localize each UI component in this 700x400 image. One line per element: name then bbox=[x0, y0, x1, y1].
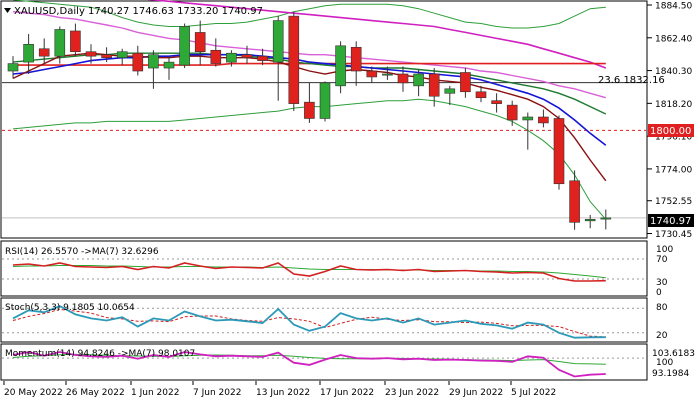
candle-body bbox=[491, 100, 502, 104]
rsi-label: RSI(14) 26.5570 ->MA(7) 32.6296 bbox=[5, 247, 159, 257]
time-tick-label: 13 Jun 2022 bbox=[256, 388, 310, 398]
time-tick-label: 29 Jun 2022 bbox=[449, 388, 503, 398]
current-price-badge-text: 1740.97 bbox=[650, 216, 691, 227]
momentum-lines bbox=[2, 351, 646, 378]
time-tick-label: 17 Jun 2022 bbox=[320, 388, 374, 398]
fib-label: 23.6 1832.16 bbox=[598, 75, 665, 86]
stoch-label: Stoch(5,3,3) 9.1805 10.0654 bbox=[5, 303, 135, 313]
candle-body bbox=[600, 217, 612, 220]
candle-body bbox=[335, 45, 346, 87]
rsi-lines bbox=[2, 258, 646, 282]
stoch-signal-line bbox=[12, 308, 606, 338]
time-tick-label: 23 Jun 2022 bbox=[385, 388, 439, 398]
rsi-tick-100: 100 bbox=[656, 245, 673, 255]
ohlc-readout: 1740.27 1746.63 1733.20 1740.97 bbox=[88, 6, 263, 17]
time-tick-label: 1 Jun 2022 bbox=[131, 388, 179, 398]
momentum-tick-high: 103.6183 bbox=[652, 349, 695, 359]
candle-body bbox=[366, 70, 378, 78]
stoch-lines bbox=[2, 305, 646, 339]
candle-body bbox=[163, 61, 175, 69]
ema-blue-line bbox=[12, 53, 607, 146]
time-axis: 20 May 2022 26 May 2022 1 Jun 2022 7 Jun 20… bbox=[3, 381, 556, 398]
candle-body bbox=[460, 72, 471, 93]
time-tick-label: 5 Jul 2022 bbox=[511, 388, 556, 398]
dropdown-triangle-icon[interactable] bbox=[4, 8, 11, 13]
candle-body bbox=[179, 26, 190, 66]
candle-body bbox=[23, 44, 34, 63]
candle-body bbox=[569, 180, 580, 223]
rsi-panel-frame bbox=[0, 240, 648, 297]
level-1800-badge-text: 1800.00 bbox=[650, 126, 691, 137]
ma-pink-line bbox=[12, 11, 606, 99]
candle-body bbox=[475, 91, 487, 99]
momentum-tick-100: 100 bbox=[656, 358, 673, 368]
momentum-panel-frame bbox=[0, 343, 648, 381]
stoch-tick-80: 80 bbox=[656, 303, 668, 313]
current-price-badge bbox=[648, 214, 694, 227]
stoch-panel-frame bbox=[0, 297, 648, 343]
candlesticks bbox=[7, 11, 612, 230]
symbol-title: XAUUSD,Daily bbox=[14, 6, 85, 17]
price-tick-label: 1796.10 bbox=[655, 133, 692, 143]
rsi-tick-70: 70 bbox=[656, 255, 668, 265]
bollinger-upper-line bbox=[12, 0, 606, 29]
price-tick-label: 1752.55 bbox=[655, 197, 692, 207]
price-tick-label: 1884.50 bbox=[655, 2, 692, 12]
time-tick-label: 20 May 2022 bbox=[4, 388, 63, 398]
candle-body bbox=[7, 63, 19, 72]
candle-body bbox=[241, 54, 253, 58]
stoch-main-line bbox=[12, 305, 606, 339]
candle-body bbox=[85, 51, 97, 57]
candle-body bbox=[553, 118, 565, 185]
candle-body bbox=[428, 73, 440, 97]
price-axis: 1884.50 1862.40 1840.30 1818.20 1796.10 1774.… bbox=[655, 2, 692, 241]
candle-body bbox=[397, 73, 409, 84]
candle-body bbox=[444, 88, 456, 94]
rsi-tick-30: 30 bbox=[656, 278, 668, 288]
candle-body bbox=[413, 73, 424, 87]
candle-body bbox=[257, 55, 268, 61]
candle-body bbox=[506, 104, 518, 121]
momentum-tick-low: 93.1984 bbox=[652, 369, 689, 379]
price-tick-label: 1774.00 bbox=[655, 165, 692, 175]
main-panel-frame bbox=[0, 0, 648, 239]
candle-body bbox=[350, 46, 362, 72]
stoch-tick-20: 20 bbox=[656, 331, 668, 341]
momentum-label: Momentum(14) 94.8246 ->MA(7) 98.0107 bbox=[5, 349, 195, 359]
candle-body bbox=[382, 73, 393, 76]
candle-body bbox=[116, 51, 128, 58]
candle-body bbox=[226, 52, 237, 63]
rsi-ma-line bbox=[12, 265, 606, 279]
candle-body bbox=[304, 101, 315, 119]
level-1800-badge bbox=[648, 124, 694, 137]
candle-body bbox=[538, 116, 549, 124]
momentum-line bbox=[12, 351, 606, 378]
candle-body bbox=[288, 15, 300, 104]
momentum-ma-line bbox=[12, 353, 606, 365]
rsi-tick-0: 0 bbox=[656, 288, 662, 298]
time-tick-label: 26 May 2022 bbox=[66, 388, 125, 398]
candle-body bbox=[70, 30, 81, 53]
candle-body bbox=[522, 116, 534, 121]
candle-body bbox=[194, 32, 206, 53]
candle-body bbox=[101, 54, 112, 58]
ma-magenta-line bbox=[147, 0, 607, 69]
rsi-line bbox=[12, 262, 606, 282]
candle-body bbox=[132, 52, 144, 72]
time-tick-label: 7 Jun 2022 bbox=[193, 388, 241, 398]
candle-body bbox=[38, 48, 50, 57]
candle-body bbox=[210, 49, 222, 64]
ema-green-line bbox=[12, 52, 607, 115]
price-tick-label: 1818.20 bbox=[655, 100, 692, 110]
price-tick-label: 1840.30 bbox=[655, 67, 692, 77]
price-tick-label: 1730.45 bbox=[655, 230, 692, 240]
candle-body bbox=[148, 54, 159, 69]
candle-body bbox=[54, 29, 66, 57]
candle-body bbox=[319, 82, 331, 119]
candle-body bbox=[272, 20, 284, 63]
price-tick-label: 1862.40 bbox=[655, 34, 692, 44]
candle-body bbox=[584, 219, 596, 222]
